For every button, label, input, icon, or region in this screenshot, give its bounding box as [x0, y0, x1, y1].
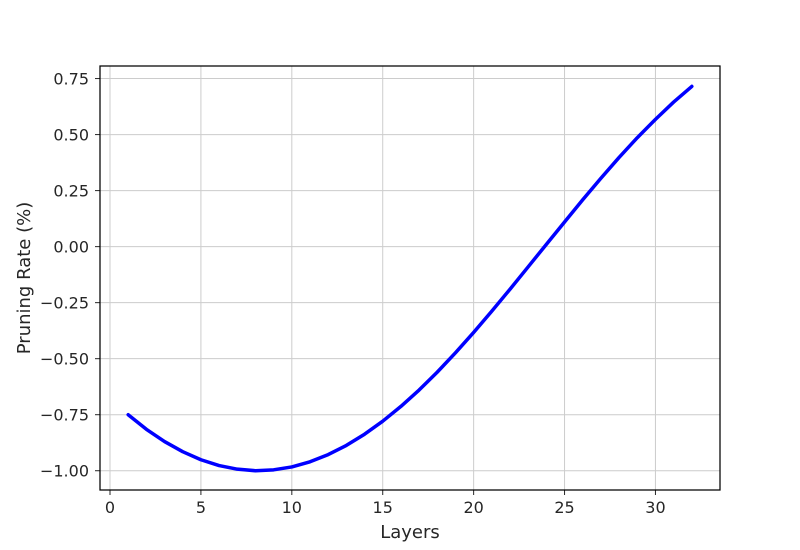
- series-line: [126, 84, 694, 473]
- x-tick-label: 30: [645, 498, 665, 517]
- y-tick-label: 0.50: [53, 126, 89, 145]
- x-axis-label: Layers: [380, 522, 440, 543]
- y-tick-label: 0.25: [53, 182, 89, 201]
- plot-frame: [99, 65, 721, 491]
- y-tick-label: −1.00: [40, 462, 89, 481]
- x-tick-label: 20: [463, 498, 483, 517]
- y-axis-label: Pruning Rate (%): [14, 202, 35, 354]
- y-tick-label: 0.75: [53, 70, 89, 89]
- x-tick-label: 15: [373, 498, 393, 517]
- x-tick-label: 0: [105, 498, 115, 517]
- y-tick-label: −0.50: [40, 350, 89, 369]
- x-tick-label: 25: [554, 498, 574, 517]
- y-tick-label: 0.00: [53, 238, 89, 257]
- y-tick-label: −0.75: [40, 406, 89, 425]
- y-tick-label: −0.25: [40, 294, 89, 313]
- x-tick-label: 10: [282, 498, 302, 517]
- ticks: 0 5 10 15 20 25 30 −1.00 −0.75 −0.50 −0.25 0.00 0.25…: [40, 70, 666, 517]
- series-layer: [126, 84, 694, 473]
- grid: [100, 66, 720, 490]
- x-tick-label: 5: [196, 498, 206, 517]
